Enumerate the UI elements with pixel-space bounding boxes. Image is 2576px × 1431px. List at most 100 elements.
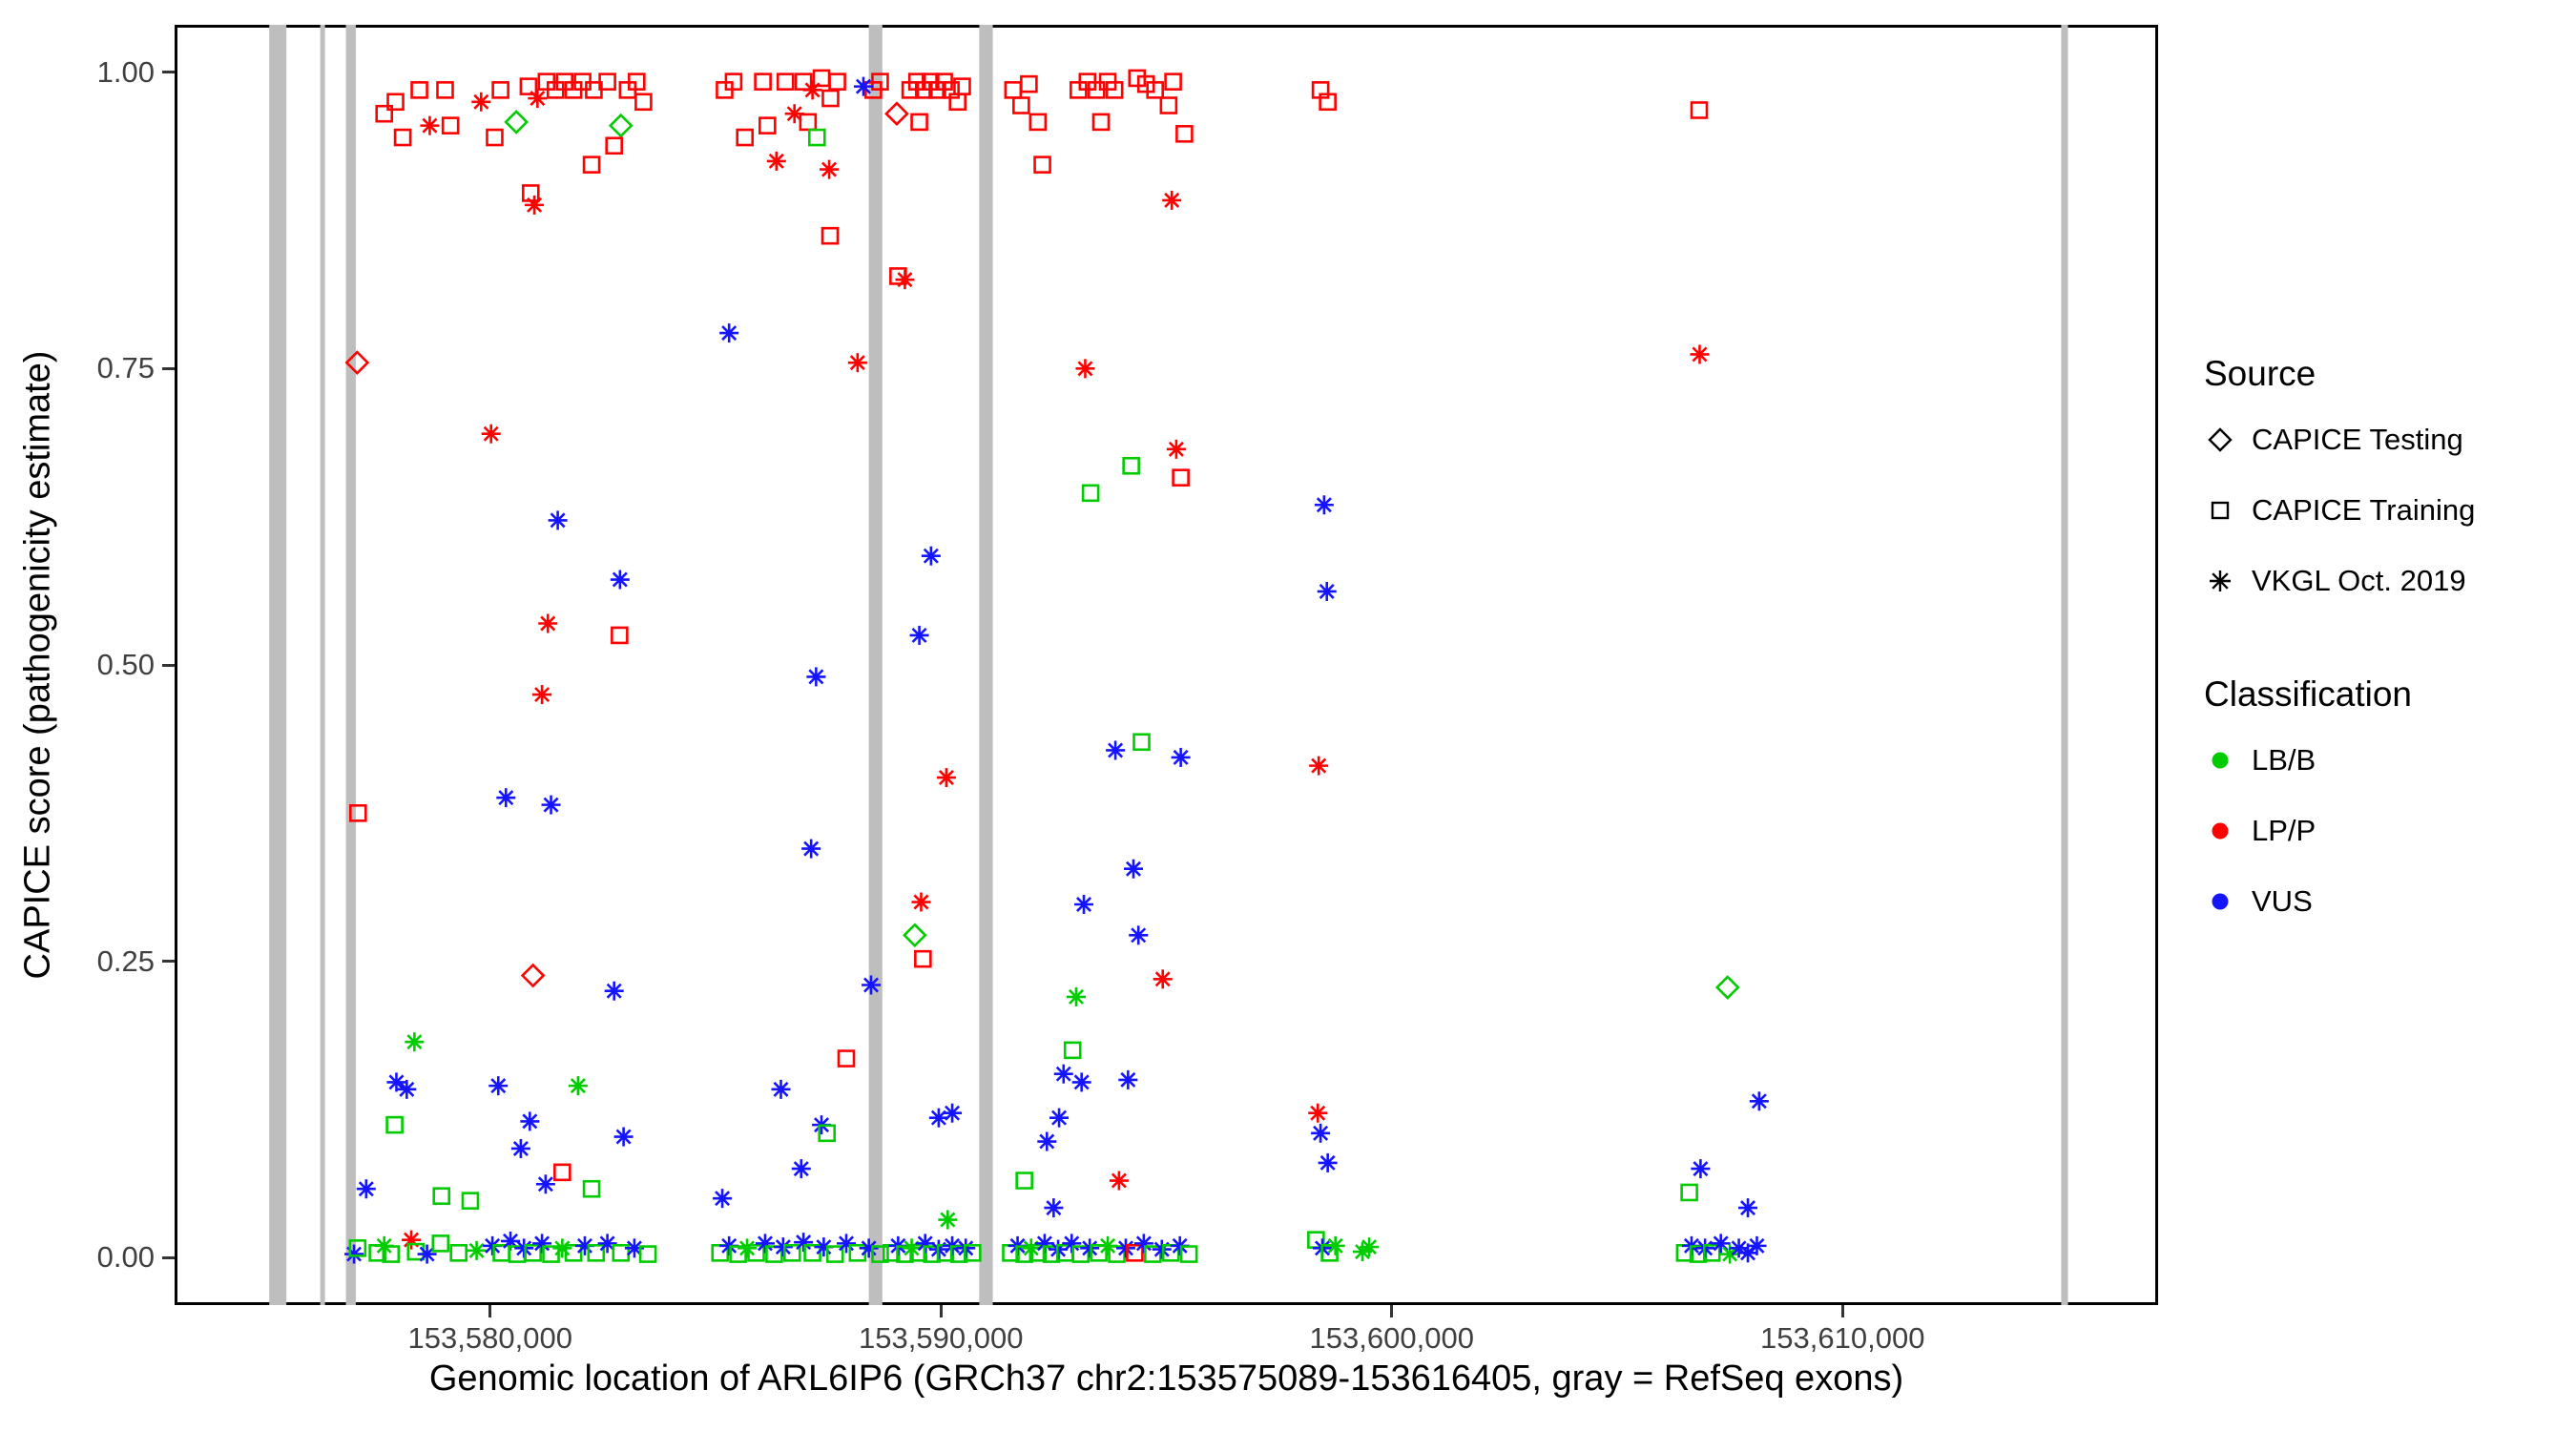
data-point-training <box>1015 1172 1033 1190</box>
data-point-vkgl <box>488 1076 509 1096</box>
data-point-vkgl <box>1309 756 1329 776</box>
data-point-vkgl <box>610 570 630 590</box>
data-point-vkgl <box>1152 1239 1172 1259</box>
data-point-training <box>871 1245 889 1263</box>
x-tick-mark <box>488 1305 492 1317</box>
data-point-training <box>1126 1244 1144 1262</box>
data-point-testing <box>1714 975 1740 1000</box>
data-point-vkgl <box>613 1127 634 1147</box>
data-point-training <box>638 1245 657 1263</box>
data-point-training <box>1159 96 1178 114</box>
data-point-vkgl <box>417 1244 437 1264</box>
y-tick-mark <box>162 663 175 667</box>
data-point-vkgl <box>1691 1159 1711 1179</box>
data-point-vkgl <box>548 510 568 530</box>
data-point-training <box>828 73 846 91</box>
data-point-training <box>385 1115 404 1134</box>
data-point-training <box>776 73 795 91</box>
data-point-training <box>808 128 826 147</box>
data-point-vkgl <box>1037 1131 1057 1151</box>
legend-label: LP/P <box>2252 814 2316 847</box>
data-point-vkgl <box>909 625 929 645</box>
asterisk-icon <box>2210 570 2231 591</box>
x-tick-label: 153,590,000 <box>859 1321 1024 1355</box>
y-tick-label: 0.00 <box>96 1240 155 1275</box>
data-point-training <box>837 1049 856 1068</box>
data-point-training <box>914 949 932 968</box>
y-tick-label: 0.75 <box>96 351 155 385</box>
data-point-vkgl <box>794 1233 814 1253</box>
data-point-vkgl <box>1053 1064 1073 1084</box>
x-axis-title: Genomic location of ARL6IP6 (GRCh37 chr2… <box>428 1358 1904 1399</box>
data-point-vkgl <box>386 1072 406 1092</box>
data-point-vkgl <box>344 1244 364 1264</box>
data-point-training <box>724 73 743 91</box>
data-point-vkgl <box>1749 1091 1769 1111</box>
data-point-vkgl <box>1080 1238 1100 1258</box>
data-point-training <box>382 1245 401 1263</box>
data-point-training <box>1091 113 1111 132</box>
data-point-training <box>964 1244 982 1262</box>
data-point-vkgl <box>713 1189 733 1209</box>
data-point-vkgl <box>820 159 840 179</box>
data-point-training <box>1033 156 1051 174</box>
data-point-vkgl <box>911 892 931 912</box>
data-point-vkgl <box>496 788 516 808</box>
data-point-testing <box>504 110 529 135</box>
data-point-vkgl <box>1690 344 1710 364</box>
data-point-training <box>432 1187 451 1205</box>
data-point-vkgl <box>483 1235 503 1255</box>
y-tick-label: 0.25 <box>96 944 155 978</box>
data-point-training <box>1105 81 1124 99</box>
data-point-training <box>1179 1245 1198 1263</box>
legend-item-vkgl: VKGL Oct. 2019 <box>2204 565 2566 597</box>
exon-bar <box>345 25 356 1305</box>
data-point-vkgl <box>784 104 804 124</box>
data-point-training <box>587 1244 606 1262</box>
data-point-vkgl <box>1747 1235 1767 1255</box>
data-point-vkgl <box>1049 1108 1070 1128</box>
legend-item-capice-testing: CAPICE Testing <box>2204 424 2566 456</box>
data-point-vkgl <box>1153 969 1173 989</box>
square-icon <box>2211 501 2230 520</box>
data-point-vkgl <box>806 667 826 687</box>
data-point-training <box>436 81 454 99</box>
data-point-vkgl <box>1075 359 1095 379</box>
y-tick-mark <box>162 1255 175 1259</box>
data-point-training <box>542 1245 560 1263</box>
exon-bar <box>979 25 993 1305</box>
data-point-vkgl <box>532 685 552 705</box>
data-point-training <box>1175 125 1194 143</box>
exon-bar <box>320 25 325 1305</box>
data-point-training <box>1702 1244 1721 1262</box>
data-point-training <box>393 128 412 147</box>
data-point-testing <box>344 350 370 375</box>
data-point-training <box>634 93 653 112</box>
data-point-training <box>953 77 971 95</box>
data-point-vkgl <box>402 1230 422 1250</box>
data-point-training <box>1146 81 1164 99</box>
data-point-vkgl <box>510 1138 530 1158</box>
data-point-vkgl <box>481 424 501 444</box>
legend-label: CAPICE Training <box>2252 493 2476 527</box>
data-point-training <box>1128 69 1147 88</box>
data-point-vkgl <box>1738 1198 1758 1218</box>
data-point-training <box>818 1124 837 1143</box>
data-point-vkgl <box>862 975 882 995</box>
data-point-testing <box>903 923 927 948</box>
data-point-vkgl <box>773 1237 793 1257</box>
legend-item-lpp: LP/P <box>2204 815 2566 847</box>
green-dot-icon <box>2212 752 2229 769</box>
x-tick-mark <box>1390 1305 1394 1317</box>
data-point-training <box>871 73 889 91</box>
data-point-vkgl <box>1074 895 1094 915</box>
data-point-testing <box>520 963 546 988</box>
data-point-vkgl <box>1360 1237 1380 1257</box>
legend-item-vus: VUS <box>2204 885 2566 918</box>
data-point-vkgl <box>1314 495 1334 515</box>
data-point-training <box>1122 456 1140 475</box>
data-point-training <box>431 1234 450 1253</box>
data-point-training <box>1063 1041 1082 1060</box>
y-tick-mark <box>162 960 175 964</box>
data-point-vkgl <box>397 1079 417 1099</box>
